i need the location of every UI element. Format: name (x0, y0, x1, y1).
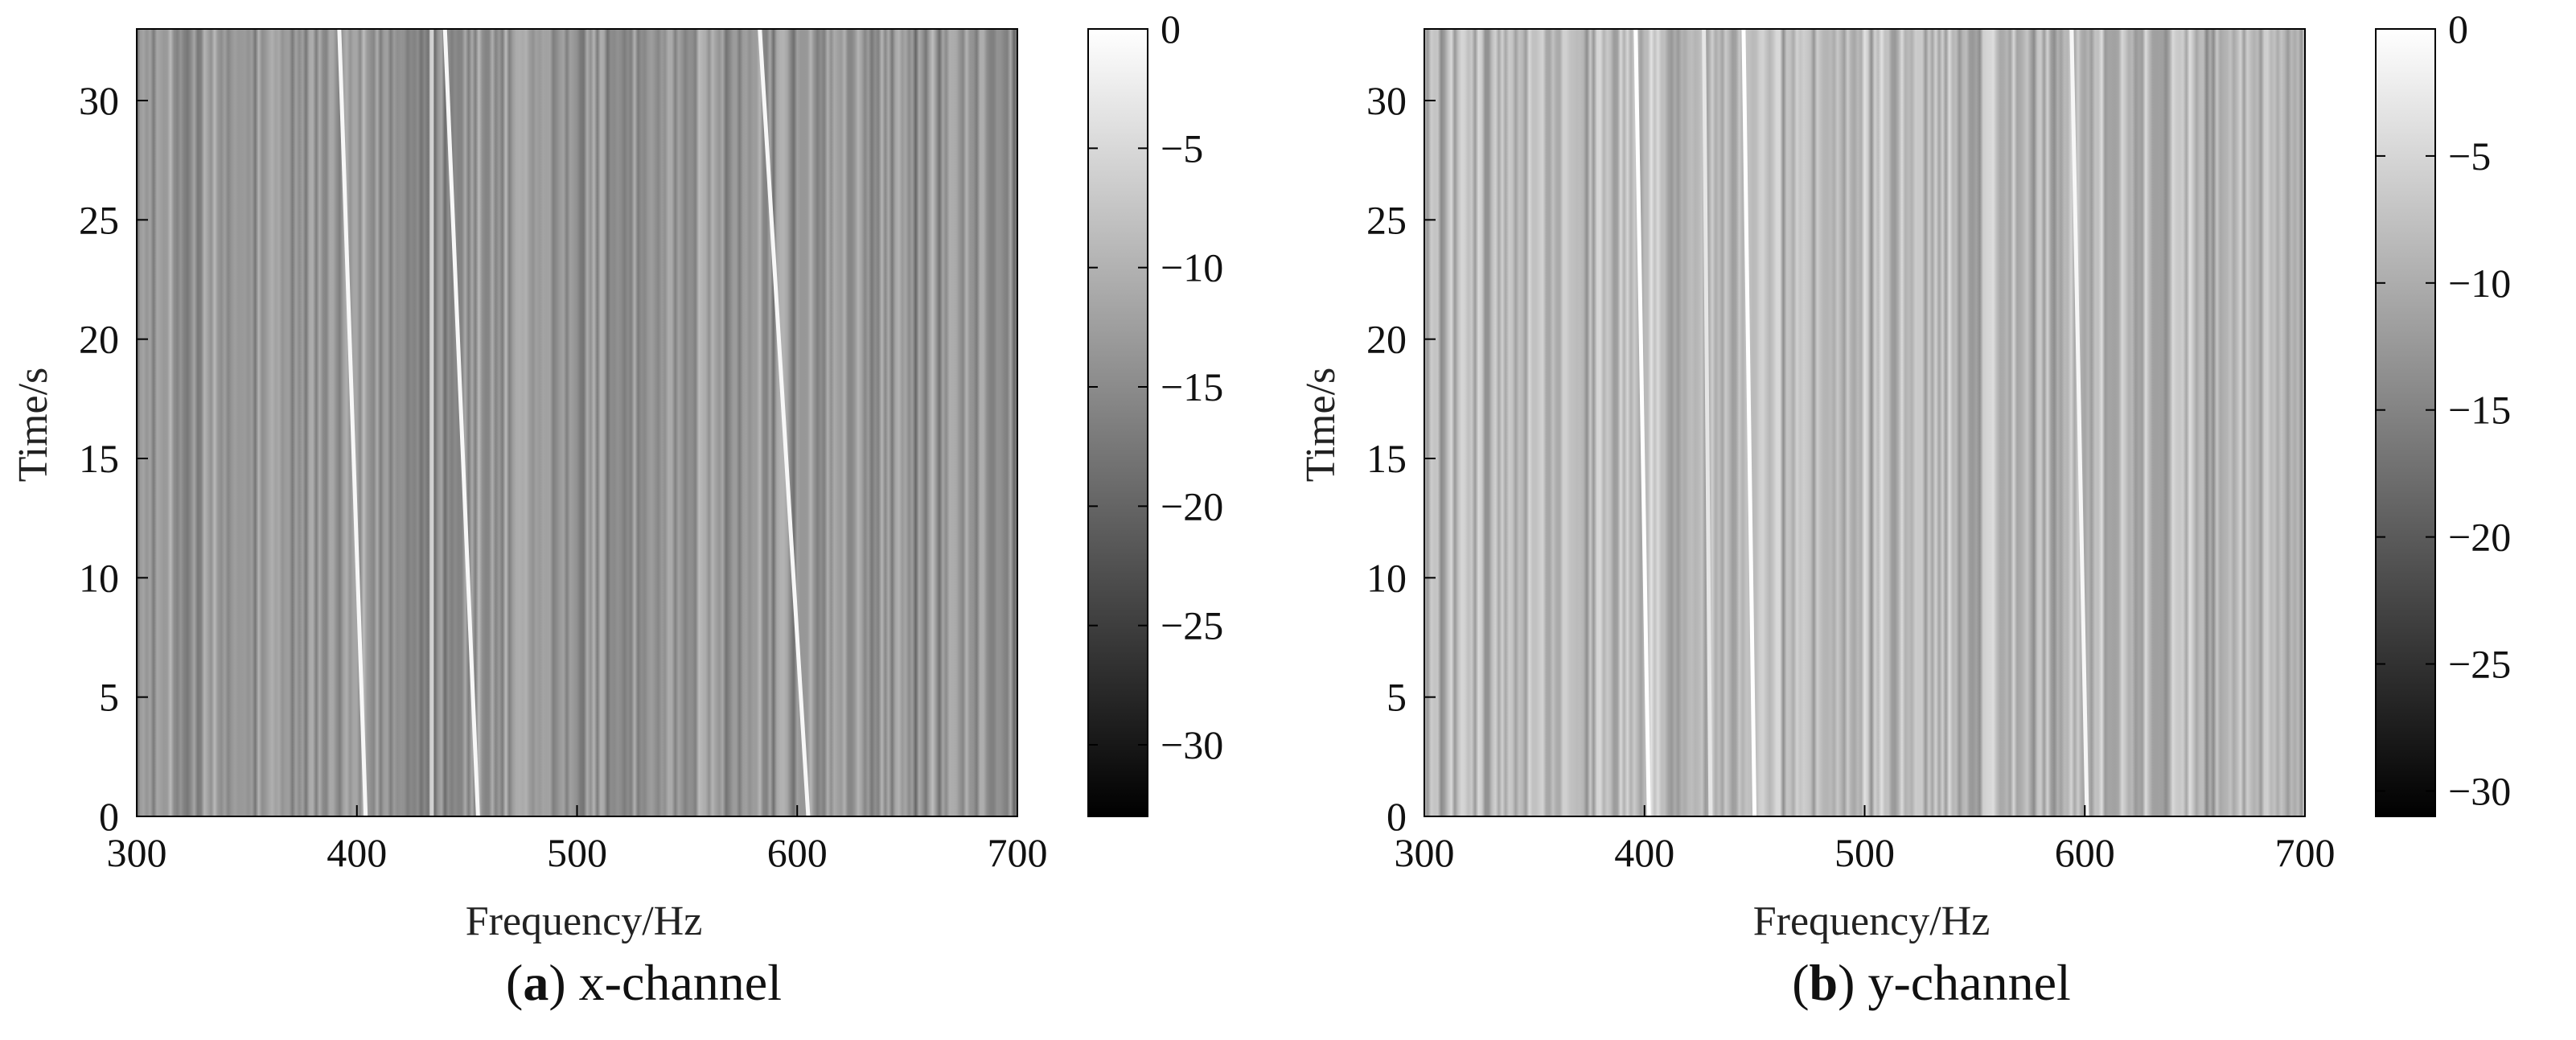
x-tick-label: 500 (1834, 830, 1895, 875)
colorbar-tick-label: −20 (1161, 483, 1223, 528)
colorbar-tick-label: −5 (1161, 125, 1203, 171)
spectral-line-4 (2069, 28, 2089, 817)
y-tick-label: 20 (79, 317, 119, 362)
colorbar-tick-label: −25 (1161, 603, 1223, 648)
y-tick-label: 10 (1366, 555, 1407, 600)
x-axis-title: Frequency/Hz (466, 898, 703, 944)
x-tick-label: 400 (1614, 830, 1674, 875)
y-tick-label: 15 (1366, 436, 1407, 481)
y-axis-title: Time/s (10, 368, 56, 483)
y-tick-label: 0 (1387, 794, 1407, 839)
panel-x-channel: 300 400 500 600 700 0 5 10 15 20 25 30 0 −5 −10 −15 −20−… (10, 6, 1223, 1011)
colorbar (2375, 28, 2436, 817)
y-tick-label: 25 (79, 197, 119, 242)
y-tick-label: 15 (79, 436, 119, 481)
colorbar-tick-label: 0 (2448, 6, 2468, 51)
y-tick-label: 25 (1366, 197, 1407, 242)
caption-a: (a) x-channel (506, 954, 782, 1011)
y-tick-label: 30 (79, 78, 119, 123)
x-tick-label: 700 (988, 830, 1048, 875)
colorbar (1087, 28, 1148, 817)
colorbar-tick-label: −20 (2448, 515, 2511, 560)
x-axis-title: Frequency/Hz (1753, 898, 1991, 944)
spectral-line-2 (1702, 28, 1713, 817)
spectrogram-field (1424, 29, 2305, 816)
y-tick-label: 30 (1366, 78, 1407, 123)
caption-b: (b) y-channel (1792, 954, 2071, 1011)
caption-label-a: a (523, 954, 549, 1011)
y-tick-label: 5 (1387, 675, 1407, 720)
x-tick-label: 600 (2055, 830, 2115, 875)
spectral-line-3 (442, 28, 480, 817)
spectrogram-y-channel: 300 400 500 600 7000510152025300−5−10−15−20−… (1298, 6, 2511, 944)
colorbar-tick-label: −30 (2448, 768, 2511, 813)
y-tick-label: 0 (99, 794, 119, 839)
colorbar-tick-label: −10 (1161, 245, 1223, 290)
spectral-line-3 (1741, 28, 1757, 817)
caption-label-b: b (1809, 954, 1839, 1011)
x-tick-label: 400 (327, 830, 387, 875)
colorbar-tick-label: −30 (1161, 722, 1223, 767)
colorbar-tick-label: 0 (1161, 6, 1181, 51)
colorbar-tick-label: −15 (2448, 388, 2511, 433)
spectral-line-4 (758, 28, 811, 817)
panel-y-channel: 300 400 500 600 700 0 5 10 15 20 25 30 0 −5 −10 −15 −20−… (1288, 0, 2575, 1040)
x-tick-label: 600 (767, 830, 828, 875)
y-tick-label: 10 (79, 555, 119, 600)
caption-text-b: y-channel (1867, 954, 2071, 1011)
colorbar-tick-label: −25 (2448, 642, 2511, 687)
caption-text-a: x-channel (578, 954, 782, 1011)
colorbar-tick-label: −15 (1161, 364, 1223, 409)
x-tick-label: 700 (2275, 830, 2336, 875)
y-tick-label: 20 (1366, 317, 1407, 362)
colorbar-tick-label: −10 (2448, 261, 2511, 306)
spectrogram-x-channel: 300 400 500 600 7000510152025300−5−10−15−20−… (10, 6, 1223, 944)
y-axis-title: Time/s (1298, 368, 1344, 483)
spectrogram-field (137, 29, 1017, 816)
colorbar-tick-label: −5 (2448, 134, 2491, 179)
y-tick-label: 5 (99, 675, 119, 720)
spectral-line-1 (1633, 28, 1651, 817)
x-tick-label: 300 (1395, 830, 1455, 875)
spectral-line-2 (337, 28, 368, 817)
x-tick-label: 500 (547, 830, 607, 875)
x-tick-label: 300 (107, 830, 167, 875)
